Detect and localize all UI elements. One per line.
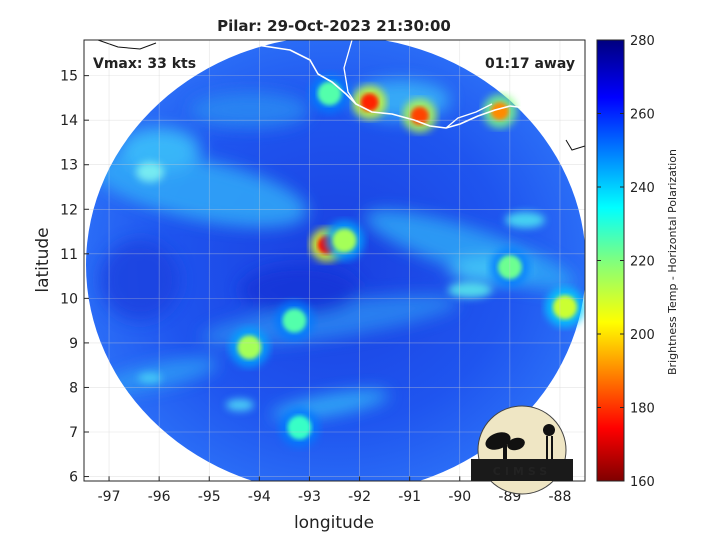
y-tick-label-5: 11 <box>60 247 78 263</box>
logo-text: CIMSS <box>493 465 551 478</box>
feature-core-9 <box>282 308 307 333</box>
y-tick-label-0: 6 <box>69 470 78 486</box>
y-tick-label-2: 8 <box>69 380 78 396</box>
colorbar-tick-label-4: 240 <box>630 181 655 196</box>
colorbar: 160 180 200 220 240 260 280 Brightness Temp - … <box>596 34 679 490</box>
colorbar-tick-labels: 160 180 200 220 240 260 280 <box>597 34 655 490</box>
x-tick-label-4: -93 <box>298 489 321 505</box>
y-tick-label-8: 14 <box>60 113 78 129</box>
y-axis-label: latitude <box>33 227 53 292</box>
x-tick-label-2: -95 <box>198 489 221 505</box>
x-axis-label: longitude <box>294 513 374 533</box>
y-tick-labels: 6 7 8 9 10 11 12 13 14 15 <box>60 69 78 486</box>
y-tick-label-6: 12 <box>60 202 78 218</box>
time-offset-annotation: 01:17 away <box>485 56 575 72</box>
colorbar-gradient <box>596 39 625 482</box>
colorbar-tick-label-3: 220 <box>630 255 655 270</box>
x-tick-labels: -97 -96 -95 -94 -93 -92 -91 -90 -89 -88 <box>98 489 572 505</box>
colorbar-tick-label-1: 180 <box>630 402 655 417</box>
feature-core-10 <box>287 415 312 440</box>
colorbar-label: Brightness Temp - Horizontal Polarizatio… <box>666 149 679 375</box>
y-tick-label-9: 15 <box>60 69 78 85</box>
feature-core-6 <box>552 295 577 320</box>
y-tick-label-7: 13 <box>60 158 78 174</box>
x-tick-label-9: -88 <box>549 489 572 505</box>
axes-frame <box>83 39 586 482</box>
x-tick-label-3: -94 <box>248 489 271 505</box>
x-tick-label-0: -97 <box>98 489 121 505</box>
feature-core-2 <box>360 93 379 112</box>
coastline <box>97 40 585 171</box>
y-tick-label-4: 10 <box>60 291 78 307</box>
y-tick-label-3: 9 <box>69 336 78 352</box>
y-tick-label-1: 7 <box>69 425 78 441</box>
vmax-annotation: Vmax: 33 kts <box>93 56 196 72</box>
x-tick-label-5: -92 <box>348 489 371 505</box>
feature-core-3 <box>317 81 342 106</box>
x-tick-label-6: -91 <box>398 489 421 505</box>
x-tick-label-1: -96 <box>148 489 171 505</box>
cimss-logo: CIMSS <box>471 405 573 495</box>
x-tick-label-7: -90 <box>448 489 471 505</box>
colorbar-tick-label-2: 200 <box>630 328 655 343</box>
colorbar-tick-label-6: 280 <box>630 34 655 49</box>
colorbar-tick-label-0: 160 <box>630 475 655 490</box>
feature-core-8 <box>237 335 262 360</box>
colorbar-tick-label-5: 260 <box>630 108 655 123</box>
grid-lines <box>84 40 585 481</box>
feature-core-1 <box>332 228 357 253</box>
chart-title: Pilar: 29-Oct-2023 21:30:00 <box>217 17 451 35</box>
